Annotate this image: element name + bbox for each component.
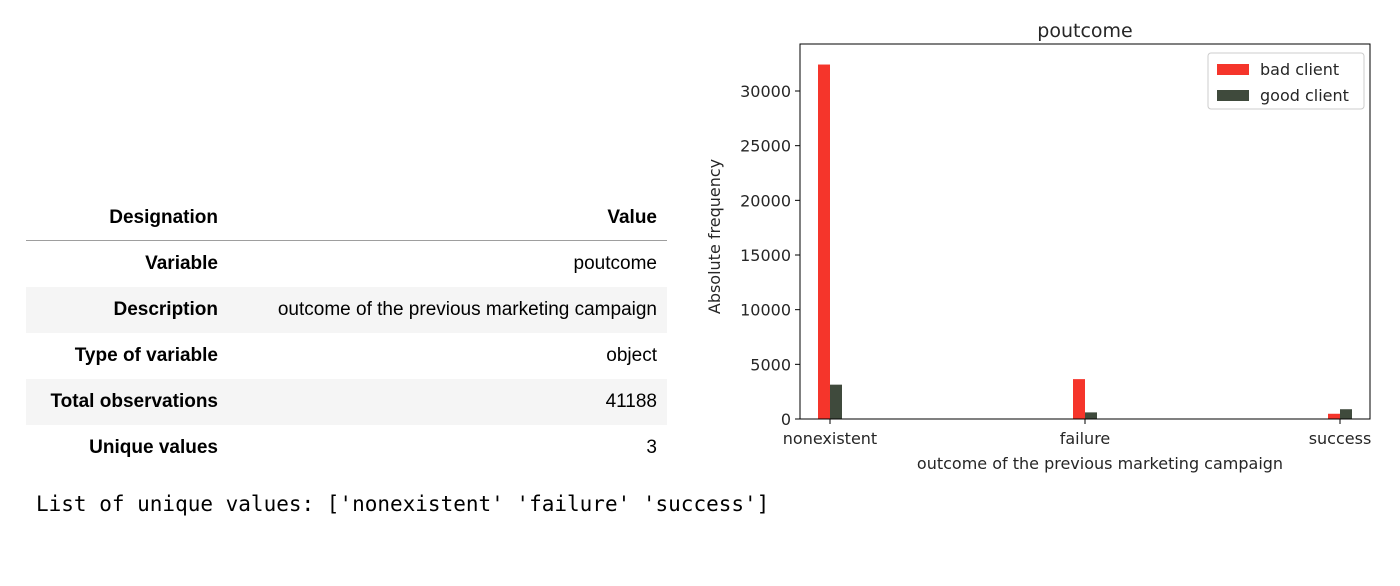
y-tick-label: 20000 — [740, 191, 791, 210]
bar-bad-client-failure — [1073, 379, 1085, 419]
table-row: Type of variable object — [26, 333, 667, 379]
table-row: Description outcome of the previous mark… — [26, 287, 667, 333]
y-tick-label: 5000 — [750, 355, 791, 374]
bar-good-client-nonexistent — [830, 384, 842, 419]
legend-swatch-good-client — [1217, 90, 1249, 101]
y-tick-label: 10000 — [740, 301, 791, 320]
row-designation: Total observations — [50, 391, 218, 412]
x-axis-title: outcome of the previous marketing campai… — [917, 454, 1283, 473]
row-value: object — [606, 345, 657, 366]
table-row: Variable poutcome — [26, 241, 667, 288]
legend-swatch-bad-client — [1217, 64, 1249, 75]
row-value: outcome of the previous marketing campai… — [277, 299, 657, 320]
y-tick-label: 25000 — [740, 137, 791, 156]
table-row: Total observations 41188 — [26, 379, 667, 425]
y-tick-label: 0 — [781, 410, 791, 429]
bar-good-client-success — [1340, 409, 1352, 419]
poutcome-bar-chart: poutcome 0 5000 10000 15000 20000 25000 30000 no… — [705, 20, 1372, 473]
row-designation: Description — [113, 299, 218, 320]
row-designation: Variable — [145, 253, 218, 274]
chart-title: poutcome — [1037, 20, 1132, 42]
table-header-row: Designation Value — [26, 195, 667, 241]
row-value: 41188 — [605, 391, 657, 412]
bar-good-client-failure — [1085, 412, 1097, 419]
x-tick-label: nonexistent — [783, 429, 877, 448]
y-tick-label: 30000 — [740, 82, 791, 101]
unique-values-output: List of unique values: ['nonexistent' 'f… — [36, 492, 770, 516]
row-value: poutcome — [573, 253, 657, 274]
x-tick-label: success — [1309, 429, 1372, 448]
header-value: Value — [228, 195, 667, 241]
bar-bad-client-success — [1328, 413, 1340, 419]
row-designation: Unique values — [89, 437, 218, 458]
legend-label-good-client: good client — [1260, 86, 1349, 105]
row-designation: Type of variable — [74, 345, 218, 366]
x-tick-label: failure — [1060, 429, 1111, 448]
table-row: Unique values 3 — [26, 425, 667, 471]
y-axis-title: Absolute frequency — [705, 159, 724, 314]
legend-label-bad-client: bad client — [1260, 60, 1339, 79]
y-tick-label: 15000 — [740, 246, 791, 265]
header-designation: Designation — [26, 195, 228, 241]
row-value: 3 — [646, 437, 657, 458]
bar-bad-client-nonexistent — [818, 64, 830, 419]
variable-info-table: Designation Value Variable poutcome Desc… — [26, 195, 667, 471]
